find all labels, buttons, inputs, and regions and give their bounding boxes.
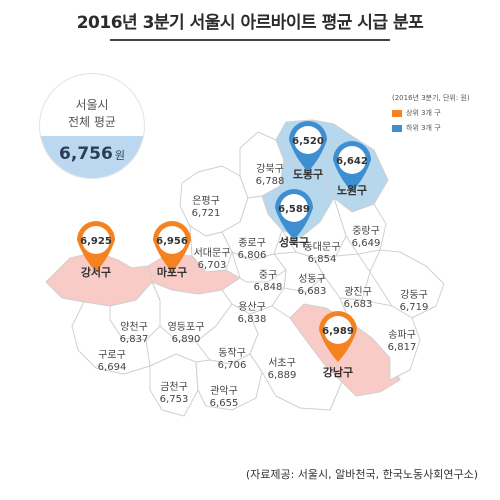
district-shape-geumcheon bbox=[149, 353, 199, 417]
pin-face-gangseo bbox=[82, 226, 110, 254]
pin-dobong: 6,520 도봉구 bbox=[289, 120, 328, 181]
legend: (2016년 3분기, 단위: 원) 상위 3개 구 하위 3개 구 bbox=[392, 93, 470, 133]
pin-face-dobong bbox=[294, 126, 322, 154]
district-name-jongno: 종로구 bbox=[238, 237, 266, 249]
district-wage-dongjak: 6,706 bbox=[218, 360, 247, 371]
pin-name-seongbuk: 성북구 bbox=[279, 235, 309, 249]
district-labels: 강북구6,788은평구6,721서대문구6,703종로구6,806동대문구6,8… bbox=[98, 163, 429, 409]
badge-value-row: 6,756 원 bbox=[40, 144, 144, 164]
pin-face-gangnam bbox=[324, 316, 352, 344]
pin-mapo: 6,956 마포구 bbox=[153, 221, 191, 279]
pin-gangnam: 6,989 강남구 bbox=[319, 311, 357, 379]
district-wage-gangdong: 6,719 bbox=[400, 302, 429, 313]
pin-gangseo: 6,925 강서구 bbox=[77, 221, 115, 279]
district-shape-gangdong bbox=[369, 249, 445, 319]
pin-name-gangseo: 강서구 bbox=[81, 265, 111, 279]
district-name-gwangjin: 광진구 bbox=[344, 286, 372, 298]
district-wage-songpa: 6,817 bbox=[388, 342, 417, 353]
district-wage-dongdaemun: 6,854 bbox=[308, 254, 337, 265]
pin-wage-mapo: 6,956 bbox=[156, 236, 188, 247]
district-wage-seodaemun: 6,703 bbox=[198, 260, 227, 271]
district-name-seongdong: 성동구 bbox=[298, 273, 326, 285]
district-wage-gwanak: 6,655 bbox=[210, 398, 239, 409]
district-name-gwanak: 관악구 bbox=[210, 385, 238, 397]
pin-wage-seongbuk: 6,589 bbox=[278, 204, 310, 215]
pin-name-dobong: 도봉구 bbox=[293, 168, 323, 181]
legend-swatch-top bbox=[392, 109, 402, 117]
district-wage-gangbuk: 6,788 bbox=[256, 176, 285, 187]
district-wage-geumcheon: 6,753 bbox=[160, 394, 189, 405]
district-name-yeongdeungpo: 영등포구 bbox=[168, 321, 205, 333]
district-wage-junggu: 6,848 bbox=[254, 282, 283, 293]
legend-caption: (2016년 3분기, 단위: 원) bbox=[392, 94, 470, 102]
legend-item-top: 상위 3개 구 bbox=[392, 108, 470, 118]
district-wage-yongsan: 6,838 bbox=[238, 314, 267, 325]
district-name-guro: 구로구 bbox=[98, 350, 126, 361]
district-name-jungnang: 중랑구 bbox=[352, 225, 380, 237]
pin-markers: 6,520 도봉구 6,642 노원구 6,589 성북구 6,925 강서구 6,956 마포구… bbox=[77, 120, 371, 379]
pin-face-seongbuk bbox=[280, 194, 308, 222]
city-average-badge: 서울시 전체 평균 6,756 원 bbox=[40, 74, 144, 178]
title-underline bbox=[110, 39, 390, 41]
district-name-seocho: 서초구 bbox=[268, 357, 296, 369]
pin-face-mapo bbox=[158, 226, 186, 254]
district-name-junggu: 중구 bbox=[259, 269, 277, 281]
pin-face-nowon bbox=[338, 146, 366, 174]
district-wage-gwangjin: 6,683 bbox=[344, 299, 373, 310]
source-note: (자료제공: 서울시, 알바천국, 한국노동사회연구소) bbox=[245, 468, 478, 481]
district-shape-jungnang bbox=[333, 197, 387, 255]
pin-wage-nowon: 6,642 bbox=[336, 156, 368, 167]
district-wage-yeongdeungpo: 6,890 bbox=[172, 334, 201, 345]
legend-swatch-bottom bbox=[392, 124, 402, 132]
pin-name-mapo: 마포구 bbox=[157, 265, 187, 279]
district-wage-jungnang: 6,649 bbox=[352, 238, 381, 249]
district-name-gangdong: 강동구 bbox=[400, 289, 428, 301]
pin-name-nowon: 노원구 bbox=[337, 183, 367, 197]
legend-label-bottom: 하위 3개 구 bbox=[406, 124, 441, 132]
badge-label-line2: 전체 평균 bbox=[68, 115, 116, 129]
district-name-eunpyeong: 은평구 bbox=[192, 195, 220, 207]
district-wage-eunpyeong: 6,721 bbox=[192, 208, 221, 219]
district-shape-songpa bbox=[339, 297, 421, 381]
pin-wage-gangseo: 6,925 bbox=[80, 236, 112, 247]
district-name-seodaemun: 서대문구 bbox=[194, 247, 231, 259]
pin-wage-gangnam: 6,989 bbox=[322, 326, 354, 337]
district-shape-gwangjin bbox=[313, 253, 371, 301]
district-shape-gwanak bbox=[195, 353, 263, 411]
pin-seongbuk: 6,589 성북구 bbox=[275, 189, 313, 249]
district-wage-seocho: 6,889 bbox=[268, 370, 297, 381]
district-name-dongjak: 동작구 bbox=[218, 347, 246, 359]
city-average-value: 6,756 bbox=[59, 144, 113, 164]
pin-name-gangnam: 강남구 bbox=[323, 365, 353, 379]
district-wage-jongno: 6,806 bbox=[238, 250, 267, 261]
district-wage-seongdong: 6,683 bbox=[298, 286, 327, 297]
district-name-geumcheon: 금천구 bbox=[160, 381, 188, 393]
pin-nowon: 6,642 노원구 bbox=[333, 141, 371, 197]
badge-label-line1: 서울시 bbox=[75, 98, 109, 112]
district-wage-yangcheon: 6,837 bbox=[120, 334, 149, 345]
pin-wage-dobong: 6,520 bbox=[292, 136, 324, 147]
legend-label-top: 상위 3개 구 bbox=[406, 109, 441, 117]
district-name-yongsan: 용산구 bbox=[238, 301, 266, 313]
district-name-yangcheon: 양천구 bbox=[120, 321, 148, 333]
legend-item-bottom: 하위 3개 구 bbox=[392, 123, 470, 133]
district-name-dongdaemun: 동대문구 bbox=[304, 241, 341, 253]
district-name-songpa: 송파구 bbox=[388, 329, 416, 341]
district-wage-guro: 6,694 bbox=[98, 362, 127, 373]
city-average-unit: 원 bbox=[114, 149, 125, 162]
page-title: 2016년 3분기 서울시 아르바이트 평균 시급 분포 bbox=[76, 13, 424, 33]
badge-fill bbox=[40, 136, 144, 178]
district-name-gangbuk: 강북구 bbox=[256, 163, 284, 175]
